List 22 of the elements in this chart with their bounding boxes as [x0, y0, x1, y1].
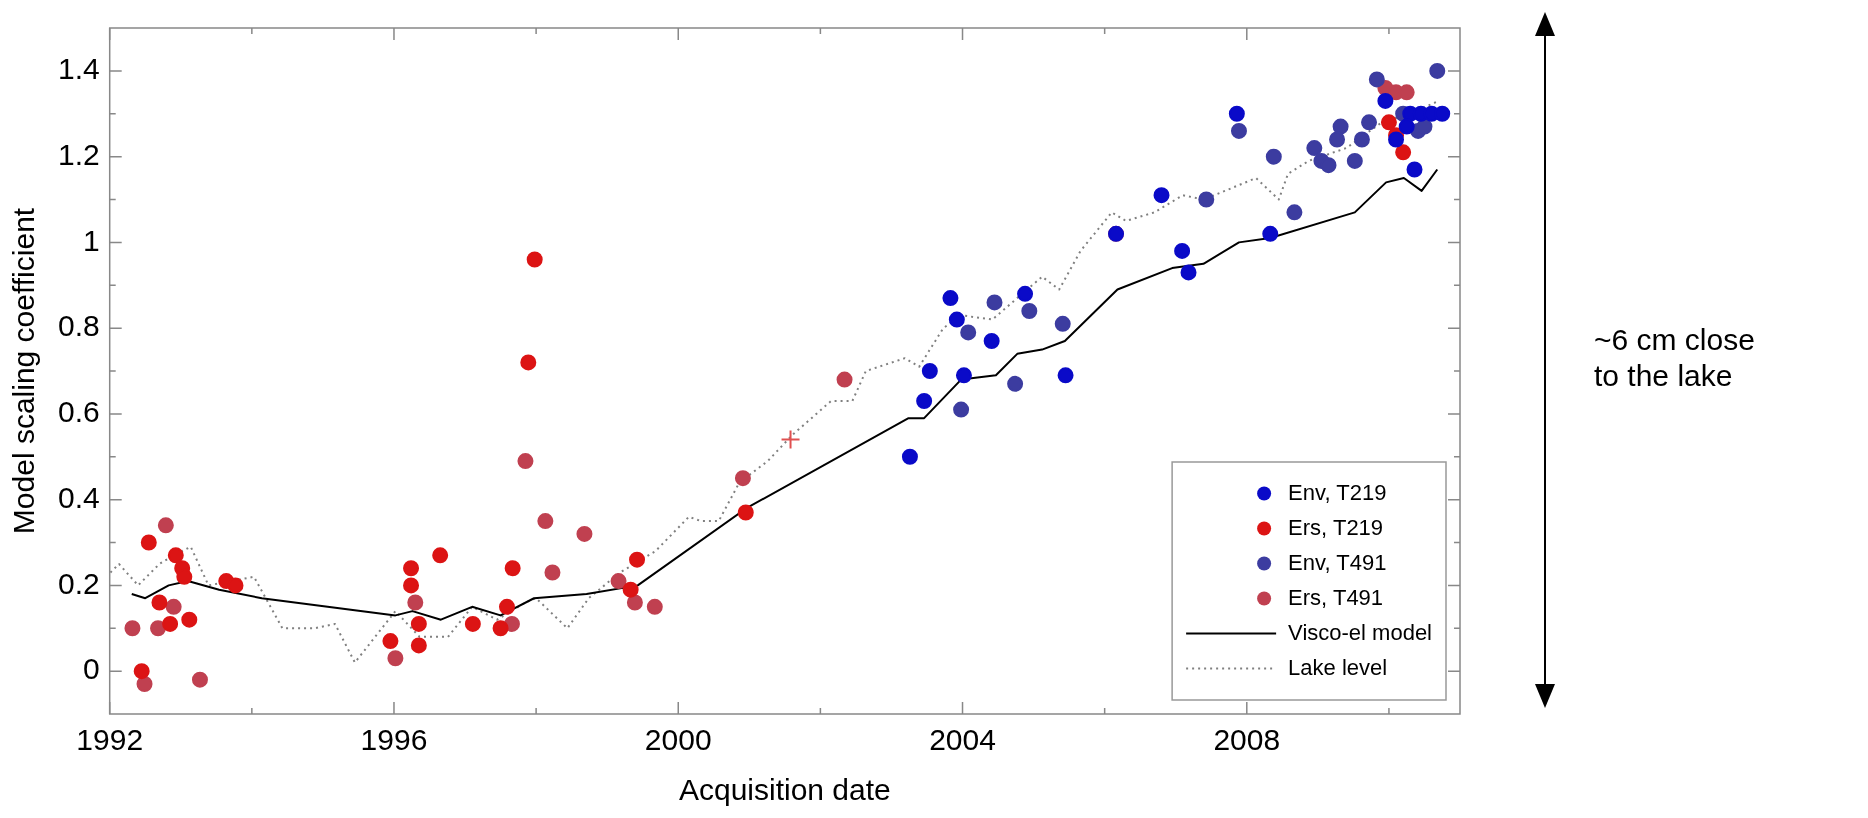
- y-axis-title: Model scaling coefficient: [7, 207, 41, 535]
- text: ~6 cm close to the lake: [1594, 322, 1756, 394]
- y-tick-label: 0: [83, 652, 100, 686]
- y-tick-label: 0.6: [57, 395, 100, 429]
- x-tick-label: 1996: [360, 723, 428, 757]
- legend-label: Env, T491: [1288, 549, 1387, 575]
- x-tick-label: 2008: [1213, 723, 1281, 757]
- y-tick-label: 0.2: [57, 566, 100, 600]
- y-tick-label: 0.4: [57, 480, 100, 514]
- y-tick-label: 0.8: [57, 309, 100, 343]
- legend-label: Ers, T219: [1288, 514, 1384, 540]
- y-tick-label: 1: [83, 223, 100, 257]
- legend-label: Ers, T491: [1288, 584, 1384, 610]
- legend-label: Lake level: [1288, 654, 1388, 680]
- x-axis-title: Acquisition date: [678, 773, 891, 807]
- x-tick-label: 1992: [76, 723, 144, 757]
- x-tick-label: 2000: [644, 723, 712, 757]
- legend-label: Env, T219: [1288, 479, 1387, 505]
- y-tick-label: 1.4: [57, 52, 100, 86]
- y-tick-label: 1.2: [57, 137, 100, 171]
- x-tick-label: 2004: [929, 723, 996, 757]
- legend-label: Visco-el model: [1288, 619, 1433, 645]
